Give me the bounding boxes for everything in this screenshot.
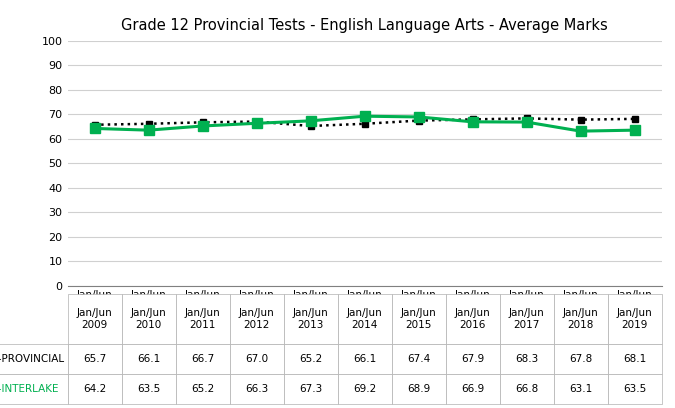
- Title: Grade 12 Provincial Tests - English Language Arts - Average Marks: Grade 12 Provincial Tests - English Lang…: [121, 18, 608, 33]
